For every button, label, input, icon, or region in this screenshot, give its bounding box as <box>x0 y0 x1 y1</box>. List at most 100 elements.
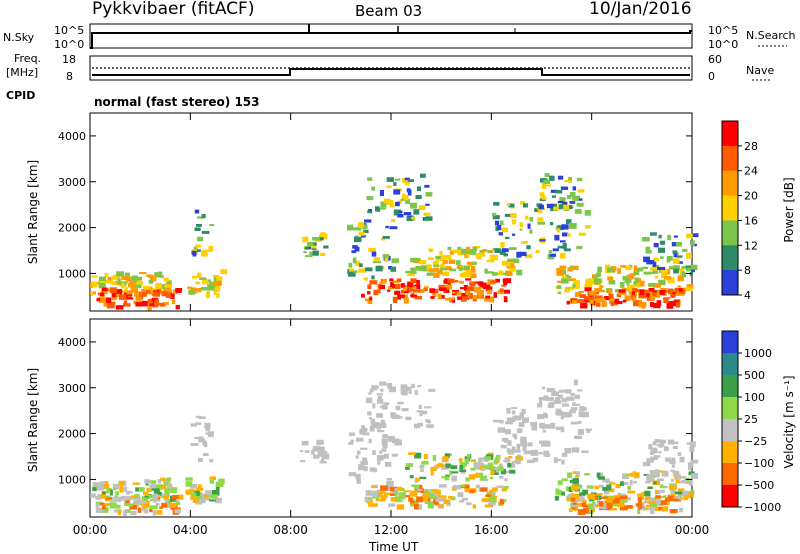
scatter-cell <box>641 289 650 295</box>
scatter-cell <box>358 268 367 273</box>
scatter-cell <box>202 453 209 457</box>
scatter-cell <box>109 502 117 509</box>
scatter-cell <box>133 500 138 504</box>
scatter-cell <box>300 450 303 453</box>
scatter-cell <box>478 294 482 299</box>
scatter-cell <box>96 297 101 302</box>
scatter-cell <box>462 484 470 489</box>
scatter-cell <box>666 260 671 263</box>
scatter-cell <box>658 506 664 510</box>
scatter-cell <box>510 213 517 219</box>
scatter-cell <box>581 411 589 418</box>
scatter-cell <box>423 286 429 289</box>
scatter-cell <box>500 444 507 449</box>
scatter-cell <box>565 389 572 394</box>
scatter-cell <box>419 173 426 178</box>
scatter-cell <box>152 510 156 516</box>
scatter-cell <box>312 250 319 256</box>
scatter-cell <box>432 494 438 497</box>
scatter-cell <box>146 500 150 505</box>
scatter-cell <box>442 271 449 276</box>
scatter-cell <box>154 301 159 308</box>
scatter-cell <box>610 301 614 307</box>
scatter-cell <box>381 237 386 241</box>
scatter-cell <box>503 282 508 286</box>
scatter-cell <box>687 462 694 468</box>
scatter-cell <box>363 229 369 234</box>
scatter-cell <box>629 480 633 486</box>
scatter-cell <box>576 245 583 250</box>
scatter-cell <box>190 423 197 427</box>
scatter-cell <box>690 490 695 494</box>
scatter-cell <box>488 496 496 503</box>
scatter-cell <box>95 501 103 506</box>
scatter-cell <box>355 260 361 266</box>
scatter-cell <box>572 403 580 406</box>
scatter-cell <box>408 391 412 394</box>
scatter-cell <box>538 451 543 455</box>
scatter-cell <box>100 292 104 297</box>
scatter-cell <box>348 262 353 268</box>
scatter-cell <box>385 225 389 229</box>
scatter-cell <box>105 491 111 494</box>
scatter-cell <box>650 451 655 455</box>
scatter-cell <box>161 502 168 508</box>
scatter-cell <box>371 422 379 428</box>
scatter-cell <box>194 437 200 440</box>
scatter-cell <box>454 280 459 283</box>
scatter-cell <box>151 488 160 491</box>
scatter-cell <box>216 293 220 298</box>
scatter-cell <box>390 266 397 272</box>
scatter-cell <box>429 288 436 293</box>
scatter-cell <box>160 275 164 278</box>
scatter-cell <box>639 289 645 296</box>
scatter-cell <box>540 194 545 199</box>
colorbar-tick-label: 4 <box>744 289 751 302</box>
scatter-cell <box>655 495 661 499</box>
scatter-cell <box>313 445 321 449</box>
scatter-cell <box>579 492 586 496</box>
scatter-cell <box>371 493 378 498</box>
date-title: 10/Jan/2016 <box>589 0 692 19</box>
scatter-cell <box>520 436 527 442</box>
scatter-cell <box>195 281 201 285</box>
scatter-cell <box>609 297 615 302</box>
scatter-cell <box>625 265 632 271</box>
scatter-cell <box>677 452 682 457</box>
scatter-cell <box>388 386 396 393</box>
scatter-cell <box>561 397 568 403</box>
scatter-cell <box>584 473 590 476</box>
scatter-cell <box>141 506 147 512</box>
nsearch-tick-top: 10^5 <box>708 24 739 37</box>
scatter-cell <box>519 412 524 419</box>
scatter-cell <box>405 198 410 204</box>
scatter-cell <box>413 209 420 215</box>
scatter-cell <box>369 425 375 432</box>
scatter-cell <box>356 226 362 231</box>
scatter-cell <box>103 484 110 489</box>
scatter-cell <box>387 286 395 289</box>
scatter-cell <box>608 488 615 493</box>
scatter-cell <box>143 491 149 495</box>
scatter-cell <box>452 485 461 490</box>
scatter-cell <box>386 477 393 481</box>
scatter-cell <box>555 408 562 413</box>
scatter-cell <box>668 485 677 491</box>
scatter-cell <box>562 201 568 207</box>
scatter-cell <box>571 497 575 502</box>
scatter-cell <box>636 267 644 272</box>
scatter-cell <box>691 233 699 238</box>
scatter-cell <box>140 289 146 295</box>
velocity-colorbar: 1000 500 100 25 −25 −100 −500 −1000 <box>721 330 781 514</box>
scatter-cell <box>386 177 394 182</box>
scatter-cell <box>664 446 669 449</box>
scatter-cell <box>90 291 94 296</box>
scatter-cell <box>617 493 621 498</box>
scatter-cell <box>566 205 572 208</box>
scatter-cell <box>649 503 658 508</box>
scatter-cell <box>163 495 169 500</box>
scatter-cell <box>382 434 389 439</box>
scatter-cell <box>505 429 512 435</box>
scatter-cell <box>467 286 475 292</box>
scatter-cell <box>350 439 354 442</box>
